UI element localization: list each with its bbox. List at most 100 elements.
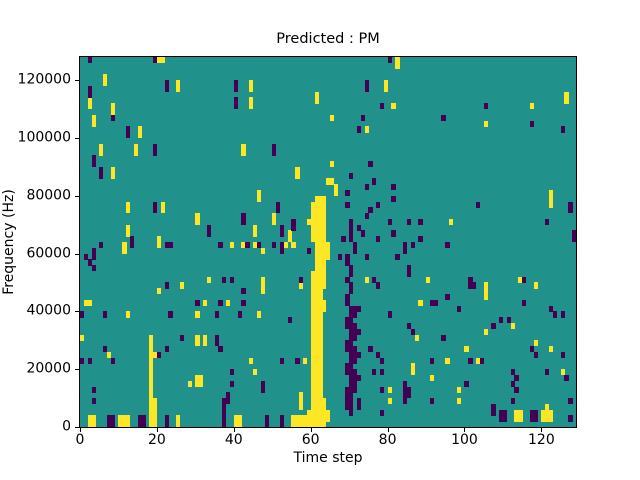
heatmap-cell <box>314 270 319 278</box>
heatmap-cell <box>322 201 327 208</box>
heatmap-cell <box>156 242 162 249</box>
heatmap-cell <box>360 230 365 237</box>
heatmap-cell <box>314 259 319 266</box>
heatmap-cell <box>314 218 319 226</box>
heatmap-cell <box>349 374 354 382</box>
heatmap-cell <box>310 409 315 416</box>
heatmap-cell <box>479 357 485 364</box>
heatmap-cell <box>141 421 146 427</box>
heatmap-cell <box>502 415 508 422</box>
heatmap-cell <box>80 311 85 318</box>
heatmap-cell <box>314 230 319 237</box>
heatmap-cell <box>514 415 519 422</box>
heatmap-cell <box>360 114 365 121</box>
heatmap-cell <box>233 85 239 93</box>
heatmap-cell <box>260 386 265 393</box>
heatmap-cell <box>126 230 131 237</box>
heatmap-cell <box>349 218 354 226</box>
heatmap-cell <box>318 282 323 289</box>
heatmap-cell <box>318 213 323 220</box>
heatmap-cell <box>222 415 227 422</box>
heatmap-cell <box>326 247 331 254</box>
heatmap-cell <box>560 369 565 376</box>
heatmap-cell <box>287 317 292 324</box>
y-tick-label: 0 <box>62 418 71 435</box>
heatmap-cell <box>260 288 265 295</box>
heatmap-cell <box>318 270 323 278</box>
heatmap-cell <box>153 207 158 214</box>
heatmap-cell <box>418 299 423 306</box>
heatmap-cell <box>314 247 319 254</box>
heatmap-cell <box>379 386 385 393</box>
heatmap-cell <box>253 224 258 231</box>
heatmap-cell <box>518 276 523 283</box>
heatmap-cell <box>318 392 323 399</box>
heatmap-cell <box>310 230 315 237</box>
heatmap-cell <box>322 403 327 411</box>
heatmap-cell <box>364 126 369 133</box>
heatmap-cell <box>129 242 135 249</box>
heatmap-cell <box>356 403 362 411</box>
heatmap-cell <box>195 334 200 341</box>
heatmap-cell <box>291 242 296 249</box>
heatmap-cell <box>522 276 527 283</box>
heatmap-cell <box>314 213 319 220</box>
heatmap-cell <box>241 218 246 226</box>
heatmap-cell <box>318 305 323 312</box>
heatmap-cell <box>318 386 323 393</box>
heatmap-cell <box>387 57 392 64</box>
x-tick-mark <box>464 428 466 432</box>
heatmap-cell <box>349 305 354 312</box>
heatmap-cell <box>83 299 89 306</box>
heatmap-cell <box>345 299 350 306</box>
heatmap-cell <box>206 230 212 237</box>
heatmap-cell <box>352 305 358 312</box>
heatmap-cell <box>345 294 350 301</box>
y-tick-mark <box>75 80 79 82</box>
heatmap-cell <box>164 421 169 427</box>
heatmap-cell <box>153 143 158 150</box>
heatmap-cell <box>318 201 323 208</box>
heatmap-cell <box>345 317 350 324</box>
heatmap-cell <box>226 398 231 405</box>
heatmap-cell <box>249 80 254 87</box>
heatmap-cell <box>318 247 323 254</box>
heatmap-cell <box>110 415 115 422</box>
heatmap-cell <box>256 242 262 249</box>
x-tick-mark <box>80 428 81 432</box>
heatmap-cell <box>279 415 285 422</box>
heatmap-cell <box>149 386 154 393</box>
heatmap-cell <box>549 189 554 197</box>
y-tick-label: 60000 <box>26 245 71 262</box>
heatmap-cell <box>314 195 319 202</box>
heatmap-cell <box>549 409 554 416</box>
heatmap-cell <box>122 247 127 254</box>
heatmap-cell <box>322 207 327 214</box>
heatmap-cell <box>149 380 154 387</box>
heatmap-cell <box>318 357 323 364</box>
heatmap-cell <box>541 409 546 416</box>
heatmap-cell <box>345 403 350 411</box>
heatmap-cell <box>299 415 304 422</box>
heatmap-cell <box>322 247 327 254</box>
heatmap-cell <box>352 322 358 330</box>
heatmap-cell <box>264 415 269 422</box>
heatmap-cell <box>314 369 319 376</box>
heatmap-cell <box>329 161 335 168</box>
heatmap-cell <box>318 288 323 295</box>
heatmap-cell <box>149 374 154 382</box>
heatmap-cell <box>256 195 262 202</box>
heatmap-cell <box>80 357 85 364</box>
heatmap-cell <box>156 351 162 359</box>
heatmap-cell <box>203 299 208 306</box>
heatmap-cell <box>376 236 381 243</box>
heatmap-cell <box>429 374 435 382</box>
heatmap-cell <box>149 369 154 376</box>
heatmap-cell <box>549 415 554 422</box>
heatmap-cell <box>137 421 142 427</box>
heatmap-cell <box>545 415 550 422</box>
heatmap-cell <box>322 398 327 405</box>
heatmap-cell <box>149 363 154 370</box>
heatmap-cell <box>476 201 481 208</box>
heatmap-cell <box>564 97 569 104</box>
